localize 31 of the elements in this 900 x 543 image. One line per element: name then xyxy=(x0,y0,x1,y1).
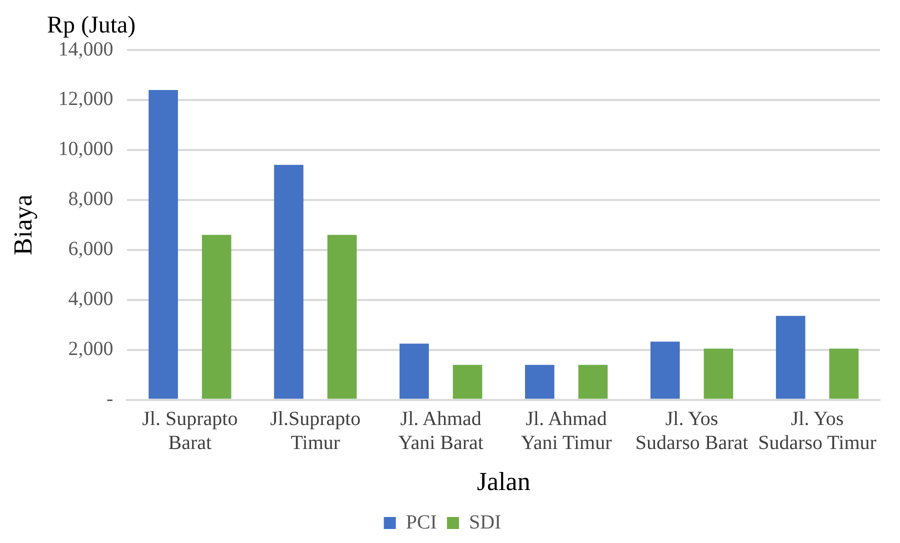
bar xyxy=(776,316,806,399)
bar xyxy=(704,348,734,399)
y-tick-label: 4,000 xyxy=(68,288,114,310)
bar xyxy=(829,348,859,399)
x-tick-label: Jl. Yos Sudarso Barat xyxy=(635,408,749,454)
bar xyxy=(274,164,304,399)
bar xyxy=(578,364,608,399)
x-tick-label: Jl.Suprapto Timur xyxy=(270,408,361,454)
y-tick-label: 14,000 xyxy=(58,38,114,60)
bar xyxy=(452,364,482,399)
y-tick-label: 6,000 xyxy=(68,238,114,260)
bar xyxy=(327,234,357,399)
y-tick-label: 2,000 xyxy=(68,338,114,360)
x-tick-label: Jl. Suprapto Barat xyxy=(142,408,238,454)
x-tick-label: Jl. Ahmad Yani Timur xyxy=(520,408,612,454)
y-tick-label: 8,000 xyxy=(68,188,114,210)
legend-label: PCI xyxy=(406,511,437,534)
y-tick-label: 12,000 xyxy=(58,88,114,110)
bar xyxy=(148,90,178,399)
text: Rp (Juta) xyxy=(47,12,136,38)
y-axis-title: Biaya xyxy=(8,194,38,256)
x-axis-title: Jalan xyxy=(476,467,530,496)
bar xyxy=(202,234,232,399)
y-tick-label: 10,000 xyxy=(58,138,114,160)
bar xyxy=(650,342,680,399)
bar xyxy=(525,364,554,399)
bar xyxy=(400,344,429,399)
x-tick-label: Jl. Yos Sudarso Timur xyxy=(758,408,877,454)
x-tick-label: Jl. Ahmad Yani Barat xyxy=(398,408,484,454)
legend-label: SDI xyxy=(468,511,502,534)
y-tick-label: - xyxy=(106,388,114,410)
